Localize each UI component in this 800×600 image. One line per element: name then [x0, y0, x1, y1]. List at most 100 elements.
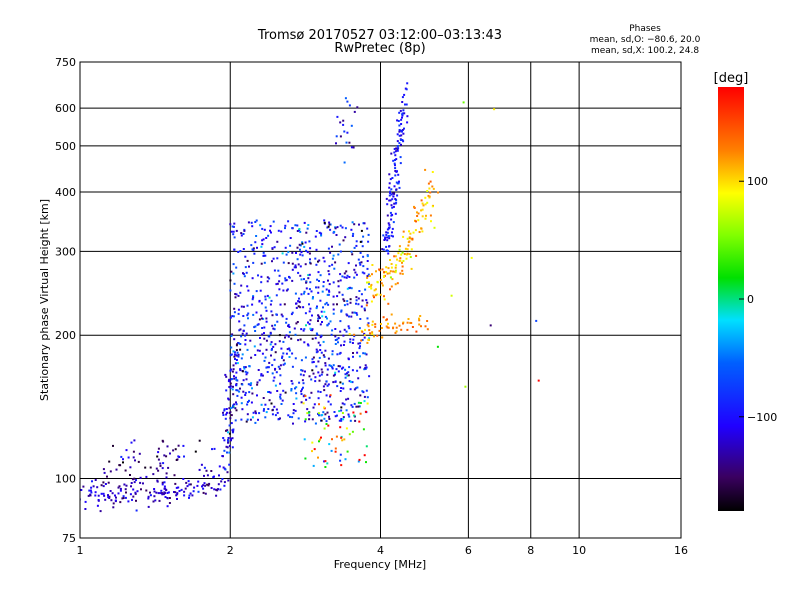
echo-point: [134, 492, 137, 495]
echo-point: [334, 335, 337, 338]
echo-point: [397, 173, 400, 176]
echo-point: [361, 271, 364, 274]
y-tick-label: 600: [55, 102, 76, 115]
echo-point: [317, 314, 320, 317]
echo-point: [347, 262, 350, 265]
echo-point: [127, 456, 130, 459]
echo-point: [345, 141, 348, 144]
echo-point: [395, 181, 398, 184]
echo-point: [296, 321, 299, 323]
echo-point: [282, 340, 285, 343]
echo-point: [388, 182, 391, 185]
echo-point: [370, 287, 373, 290]
echo-point: [406, 82, 409, 85]
echo-point: [355, 240, 358, 243]
echo-point: [254, 410, 257, 413]
echo-point: [239, 291, 242, 294]
echo-point: [341, 402, 344, 405]
echo-point: [328, 415, 330, 418]
echo-point: [220, 480, 223, 483]
echo-point: [334, 373, 336, 376]
echo-point: [125, 449, 128, 452]
echo-point: [394, 283, 397, 286]
echo-point: [289, 415, 291, 418]
echo-point: [336, 115, 339, 118]
echo-point: [163, 491, 166, 494]
echo-point: [352, 355, 354, 358]
echo-point: [242, 233, 245, 235]
echo-point: [271, 413, 274, 416]
echo-point: [235, 383, 238, 385]
echo-point: [397, 252, 400, 255]
echo-point: [265, 366, 268, 369]
echo-point: [390, 188, 393, 191]
echo-point: [233, 403, 236, 406]
echo-point: [119, 487, 122, 490]
echo-point: [274, 324, 276, 327]
echo-point: [464, 385, 467, 388]
echo-point: [236, 394, 239, 397]
echo-point: [230, 437, 232, 440]
echo-point: [235, 349, 238, 352]
echo-point: [420, 227, 423, 230]
echo-point: [358, 420, 361, 423]
echo-point: [414, 229, 417, 232]
echo-point: [317, 317, 320, 320]
echo-point: [311, 361, 314, 364]
echo-point: [321, 315, 324, 318]
echo-point: [221, 478, 224, 480]
echo-point: [362, 235, 365, 238]
echo-point: [229, 354, 232, 357]
echo-point: [263, 254, 266, 257]
echo-point: [386, 214, 389, 217]
echo-point: [274, 414, 277, 417]
echo-point: [387, 322, 389, 325]
echo-point: [413, 205, 415, 208]
echo-point: [400, 328, 403, 331]
echo-point: [324, 315, 327, 318]
echo-point: [403, 112, 406, 115]
echo-point: [314, 380, 317, 383]
echo-point: [329, 403, 332, 406]
echo-point: [188, 496, 190, 499]
echo-point: [232, 233, 235, 236]
echo-point: [305, 281, 308, 284]
echo-point: [233, 222, 236, 225]
echo-point: [390, 218, 393, 221]
echo-point: [406, 321, 409, 324]
echo-point: [244, 266, 247, 269]
echo-point: [337, 370, 340, 373]
echo-point: [398, 130, 401, 133]
echo-point: [173, 491, 175, 493]
echo-point: [291, 268, 294, 271]
echo-point: [321, 371, 324, 374]
echo-point: [176, 498, 178, 500]
echo-point: [222, 411, 224, 414]
echo-point: [267, 391, 269, 393]
echo-point: [216, 489, 219, 492]
echo-point: [245, 332, 248, 335]
echo-point: [419, 315, 422, 317]
echo-point: [350, 315, 353, 318]
echo-point: [402, 322, 404, 325]
echo-point: [349, 341, 352, 344]
echo-point: [298, 297, 300, 300]
echo-point: [399, 272, 402, 275]
echo-point: [332, 281, 335, 284]
echo-point: [235, 403, 238, 406]
echo-point: [106, 475, 108, 478]
echo-point: [312, 296, 314, 299]
echo-point: [279, 393, 282, 396]
echo-point: [300, 390, 303, 393]
echo-point: [342, 239, 345, 242]
echo-point: [263, 337, 266, 340]
echo-point: [294, 264, 297, 267]
echo-point: [241, 332, 244, 335]
echo-point: [432, 187, 435, 190]
echo-point: [328, 364, 331, 367]
echo-point: [225, 408, 228, 410]
echo-point: [288, 349, 291, 352]
echo-point: [351, 311, 354, 314]
echo-point: [227, 437, 230, 439]
echo-point: [233, 353, 236, 356]
